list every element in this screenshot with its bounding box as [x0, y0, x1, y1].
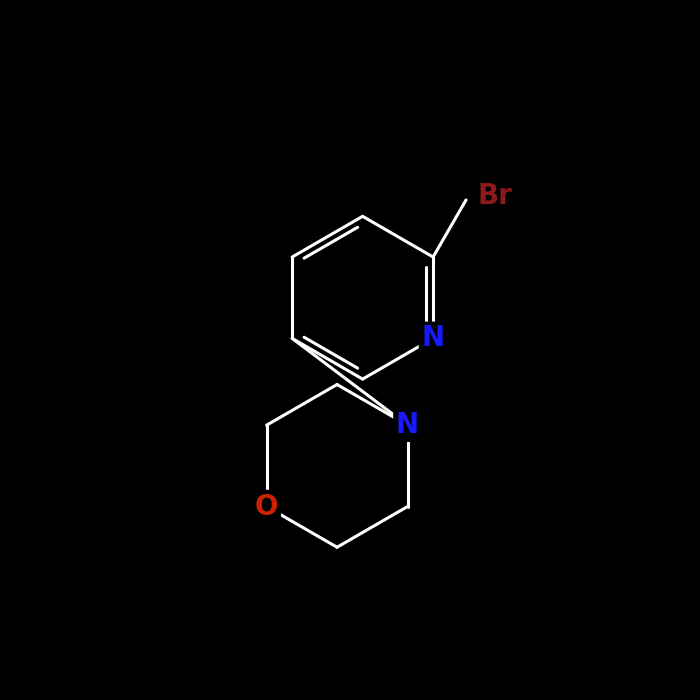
Text: N: N [421, 324, 444, 352]
Text: O: O [255, 493, 279, 521]
Text: Br: Br [477, 182, 512, 210]
Text: N: N [396, 411, 419, 439]
